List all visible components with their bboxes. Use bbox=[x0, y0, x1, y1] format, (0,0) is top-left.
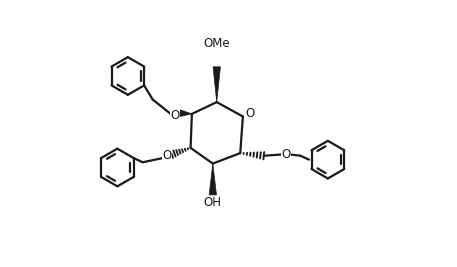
Text: O: O bbox=[245, 107, 255, 120]
Text: O: O bbox=[282, 148, 291, 161]
Text: OH: OH bbox=[204, 196, 222, 209]
Text: O: O bbox=[162, 149, 172, 162]
Polygon shape bbox=[213, 67, 220, 102]
Polygon shape bbox=[209, 164, 217, 195]
Text: OMe: OMe bbox=[203, 37, 230, 50]
Text: O: O bbox=[170, 109, 180, 122]
Polygon shape bbox=[179, 109, 192, 117]
